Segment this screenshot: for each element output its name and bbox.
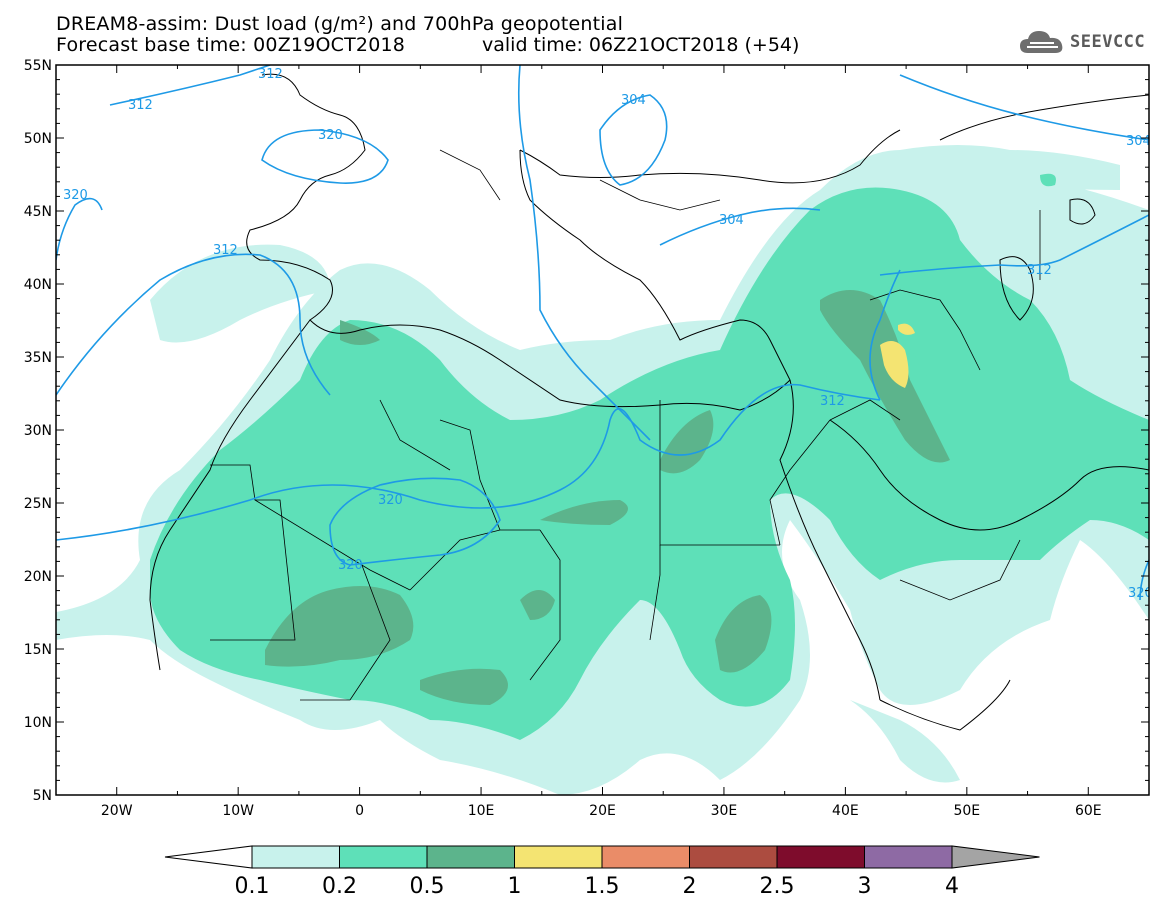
- colorbar-label: 0.2: [322, 874, 357, 899]
- contour-label: 320: [63, 188, 88, 203]
- lat-tick-label: 35N: [24, 350, 52, 366]
- lat-tick-label: 10N: [24, 715, 52, 731]
- colorbar-label: 1.5: [585, 874, 620, 899]
- contour-label: 312: [1027, 263, 1052, 278]
- lon-tick-label: 20W: [101, 803, 133, 819]
- logo-text: SEEVCCC: [1070, 32, 1146, 52]
- colorbar-swatch: [864, 845, 953, 869]
- contour-label: 320: [318, 128, 343, 143]
- contour-label: 304: [621, 93, 646, 108]
- contour-label: 320: [378, 493, 403, 508]
- colorbar-label: 0.5: [410, 874, 445, 899]
- lat-tick-label: 40N: [24, 277, 52, 293]
- forecast-base-time: Forecast base time: 00Z19OCT2018: [56, 34, 406, 56]
- contour-label: 320: [1128, 586, 1153, 601]
- colorbar-swatch: [339, 845, 428, 869]
- colorbar: 0.1 0.2 0.5 1 1.5 2 2.5 3 4: [164, 845, 1040, 899]
- colorbar-swatch: [776, 845, 865, 869]
- lon-tick-label: 10W: [222, 803, 254, 819]
- colorbar-swatch: [426, 845, 515, 869]
- colorbar-min-arrow: [164, 845, 253, 869]
- lon-tick-label: 40E: [832, 803, 859, 819]
- lat-tick-label: 5N: [33, 788, 52, 804]
- colorbar-label: 2: [683, 874, 697, 899]
- lon-tick-label: 20E: [589, 803, 616, 819]
- lat-tick-label: 15N: [24, 642, 52, 658]
- lon-tick-label: 50E: [953, 803, 980, 819]
- colorbar-swatch: [689, 845, 778, 869]
- seevccc-logo: SEEVCCC: [1018, 26, 1145, 58]
- colorbar-max-arrow: [951, 845, 1040, 869]
- contour-label: 320: [338, 558, 363, 573]
- contour-label: 304: [1126, 134, 1151, 149]
- contour-label: 312: [128, 98, 153, 113]
- lon-tick-label: 0: [355, 803, 364, 819]
- contour-label: 312: [820, 394, 845, 409]
- contour-label: 304: [719, 213, 744, 228]
- map-title: DREAM8-assim: Dust load (g/m²) and 700hP…: [56, 13, 624, 35]
- colorbar-label: 3: [858, 874, 872, 899]
- valid-time: valid time: 06Z21OCT2018 (+54): [482, 34, 800, 56]
- longitude-axis: 20W 10W 0 10E 20E 30E 40E 50E 60E: [55, 65, 1150, 819]
- colorbar-label: 0.1: [235, 874, 270, 899]
- lat-tick-label: 50N: [24, 131, 52, 147]
- dust-layer-peak: [880, 323, 915, 388]
- lon-tick-label: 60E: [1075, 803, 1102, 819]
- lat-tick-label: 25N: [24, 496, 52, 512]
- colorbar-label: 2.5: [760, 874, 795, 899]
- colorbar-swatch: [514, 845, 603, 869]
- contour-label: 312: [213, 243, 238, 258]
- cloud-icon: [1020, 31, 1063, 53]
- lon-tick-label: 30E: [711, 803, 738, 819]
- colorbar-swatch: [251, 845, 340, 869]
- dust-layer-high: [265, 290, 950, 705]
- colorbar-label: 4: [945, 874, 959, 899]
- latitude-axis: 55N 50N 45N 40N 35N 30N 25N 20N 15N 10N 5N: [24, 58, 1149, 804]
- colorbar-label: 1: [508, 874, 522, 899]
- lat-tick-label: 45N: [24, 204, 52, 220]
- contour-label: 312: [258, 67, 283, 82]
- colorbar-swatch: [601, 845, 690, 869]
- lat-tick-label: 55N: [24, 58, 52, 74]
- coastlines: [149, 73, 1149, 731]
- lat-tick-label: 30N: [24, 423, 52, 439]
- lat-tick-label: 20N: [24, 569, 52, 585]
- country-borders: [210, 149, 1041, 701]
- geopotential-contours: [56, 65, 1149, 601]
- lon-tick-label: 10E: [468, 803, 495, 819]
